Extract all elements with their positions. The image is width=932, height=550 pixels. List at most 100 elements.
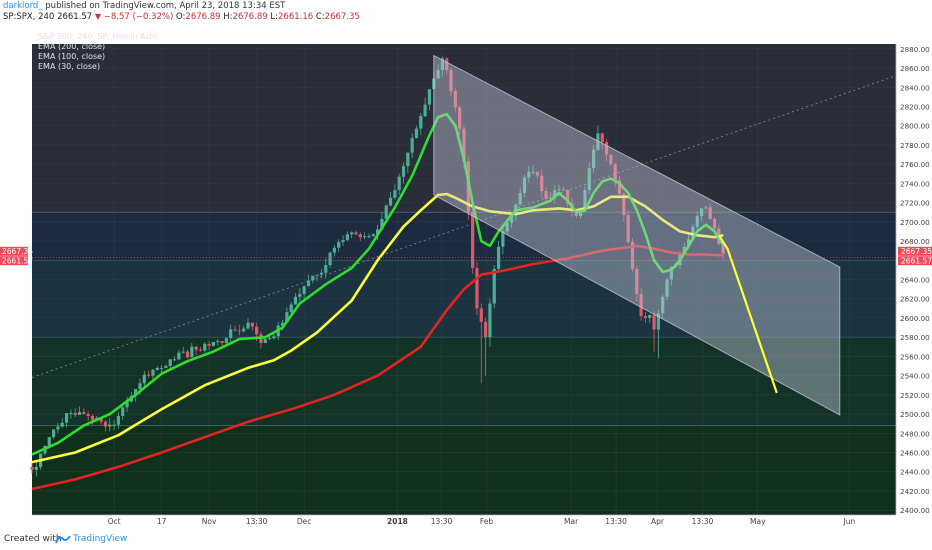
candle-body — [90, 415, 95, 420]
open-value: 2676.89 — [185, 12, 221, 22]
candle-body — [691, 226, 695, 240]
candle-up — [311, 275, 315, 284]
tradingview-brand-link[interactable]: TradingView — [73, 534, 128, 544]
candle-up — [324, 258, 328, 279]
candle-body — [358, 234, 362, 238]
candle-body — [579, 211, 583, 217]
candle-body — [319, 272, 324, 275]
x-axis[interactable]: Oct 17 Nov 13:30 Dec 2018 13:30 Feb Mar 13:30 Apr 1… — [32, 514, 896, 526]
candle-body — [371, 234, 375, 237]
y-tick-label: 2520.00 — [900, 391, 930, 400]
candle-down — [471, 206, 475, 274]
candle-body — [665, 279, 669, 297]
candle-up — [306, 274, 311, 287]
candle-body — [682, 246, 686, 254]
candle-up — [52, 429, 56, 440]
candle-body — [363, 236, 367, 238]
y-tick-label: 2420.00 — [900, 487, 930, 496]
y-axis[interactable]: 2400.00 2420.00 2440.00 2460.00 2480.00 2500.… — [895, 44, 932, 515]
x-tick-label: 13:30 — [431, 517, 453, 526]
candle-up — [181, 346, 185, 354]
candle-body — [77, 412, 82, 416]
current-price-tag-left — [0, 256, 28, 266]
candle-body — [522, 177, 527, 193]
candle-body — [574, 211, 578, 217]
x-tick-label: 13:30 — [692, 517, 714, 526]
author-link[interactable]: darklord_ — [3, 1, 43, 11]
candle-body — [332, 247, 336, 253]
candle-up — [229, 324, 233, 343]
candle-up — [155, 366, 159, 371]
candle-body — [687, 239, 691, 247]
candle-body — [69, 413, 73, 415]
candle-up — [242, 325, 246, 333]
candle-up — [108, 417, 112, 432]
candle-up — [190, 342, 194, 358]
close-label: C: — [315, 12, 325, 22]
candle-body — [211, 341, 216, 346]
candle-up — [406, 152, 410, 173]
candle-up — [69, 409, 73, 419]
candle-up — [224, 337, 228, 344]
candle-up — [488, 298, 492, 347]
candle-body — [401, 166, 406, 177]
candle-body — [268, 338, 272, 340]
candle-up — [164, 364, 168, 368]
candle-body — [380, 218, 384, 230]
projection-line[interactable] — [717, 234, 778, 394]
candle-body — [108, 424, 112, 427]
candle-body — [345, 234, 349, 241]
candle-down — [639, 288, 643, 321]
candle-body — [354, 232, 358, 235]
candle-body — [324, 265, 328, 273]
candle-body — [30, 466, 34, 470]
candle-down — [237, 324, 241, 336]
candle-up — [64, 413, 69, 428]
candle-body — [293, 296, 298, 305]
candle-up — [319, 268, 324, 279]
candle-up — [401, 162, 406, 184]
price-chart[interactable]: 2400.00 2420.00 2440.00 2460.00 2480.00 2500.… — [0, 24, 932, 529]
candle-up — [337, 239, 341, 252]
candle-body — [557, 189, 561, 191]
y-tick-label: 2640.00 — [900, 276, 930, 285]
candle-down — [82, 408, 86, 416]
candle-body — [60, 422, 64, 427]
candle-body — [367, 236, 371, 238]
candle-body — [548, 197, 552, 199]
candle-body — [52, 429, 56, 438]
candle-body — [479, 308, 483, 322]
candle-body — [237, 330, 241, 332]
candle-up — [414, 125, 419, 139]
candle-body — [639, 293, 643, 317]
candle-body — [376, 229, 380, 235]
candle-body — [121, 407, 125, 416]
candle-body — [185, 351, 190, 358]
y-tick-label: 2680.00 — [900, 237, 930, 246]
candle-body — [505, 222, 509, 232]
candle-body — [531, 171, 535, 173]
ema-lines — [31, 112, 725, 491]
candle-down — [103, 419, 108, 432]
candle-down — [535, 170, 540, 179]
ema-30-line — [31, 112, 725, 456]
candle-down — [604, 139, 609, 162]
candle-down — [600, 132, 604, 149]
candle-up — [587, 162, 591, 194]
candle-up — [60, 417, 64, 428]
previous-price-text-left: 2667.35 — [2, 247, 33, 256]
candle-body — [190, 346, 194, 358]
x-tick-label: 13:30 — [246, 517, 268, 526]
candle-body — [613, 164, 617, 181]
channel-overlay[interactable] — [433, 54, 841, 416]
candle-body — [518, 192, 522, 205]
candle-up — [216, 339, 220, 346]
candle-up — [341, 235, 345, 246]
candle-body — [250, 322, 254, 327]
y-tick-label: 2500.00 — [900, 410, 930, 419]
candle-down — [708, 203, 712, 220]
candle-body — [695, 216, 699, 227]
candle-body — [350, 232, 354, 235]
candle-body — [488, 303, 492, 338]
candle-up — [315, 274, 319, 282]
